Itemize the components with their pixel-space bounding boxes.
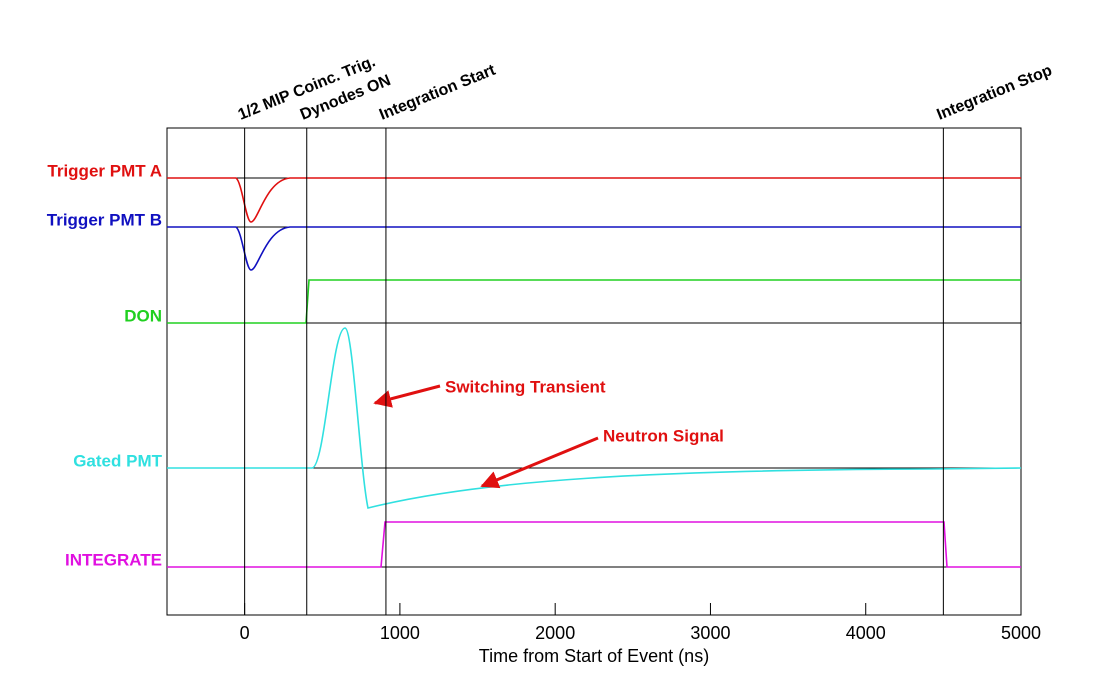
signal-label: INTEGRATE	[65, 550, 162, 569]
x-tick-label: 5000	[1001, 623, 1041, 643]
x-tick-label: 2000	[535, 623, 575, 643]
x-tick-label: 4000	[846, 623, 886, 643]
signal-label: DON	[124, 306, 162, 325]
event-label: Integration Start	[377, 61, 499, 123]
x-tick-label: 3000	[690, 623, 730, 643]
annotation: Neutron Signal	[603, 426, 724, 445]
arrow	[373, 384, 441, 408]
signal-label: Gated PMT	[73, 451, 162, 470]
arrow	[480, 436, 599, 489]
x-tick-label: 1000	[380, 623, 420, 643]
x-axis-label: Time from Start of Event (ns)	[479, 646, 709, 666]
signal-label: Trigger PMT A	[47, 161, 162, 180]
event-label: Integration Stop	[934, 62, 1054, 124]
signal-label: Trigger PMT B	[47, 210, 162, 229]
baselines	[167, 177, 1021, 568]
plot-frame	[166, 127, 1022, 616]
x-tick-label: 0	[240, 623, 250, 643]
annotation: Switching Transient	[445, 377, 606, 396]
traces	[167, 177, 1022, 568]
